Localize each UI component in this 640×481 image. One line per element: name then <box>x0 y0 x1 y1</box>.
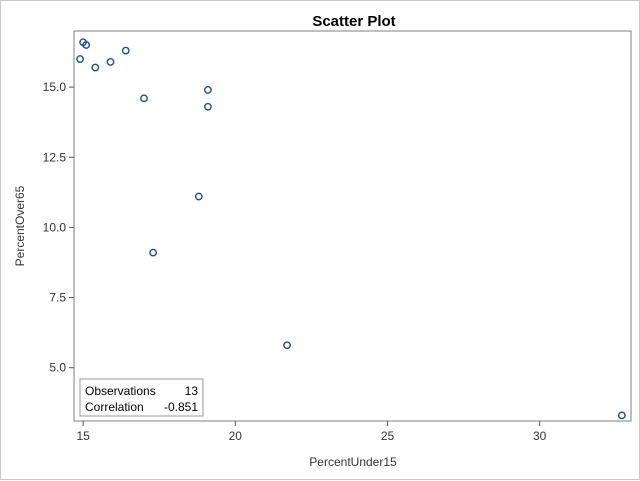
data-point <box>82 41 91 49</box>
data-point <box>76 55 84 63</box>
x-axis-ticks: 15 20 25 30 <box>76 421 547 443</box>
stat-observations-value: 13 <box>185 384 199 398</box>
y-tick-label: 10.0 <box>43 220 67 234</box>
y-axis-ticks: 5.0 7.5 10.0 12.5 15.0 <box>43 80 74 375</box>
y-tick-label: 12.5 <box>43 150 67 164</box>
data-point <box>194 192 203 201</box>
x-axis-label: PercentUnder15 <box>309 455 397 469</box>
stat-correlation-value: -0.851 <box>164 400 198 414</box>
x-tick-label: 20 <box>229 429 243 443</box>
chart-title: Scatter Plot <box>312 13 395 30</box>
plot-area <box>73 30 632 422</box>
data-point <box>204 86 212 94</box>
stat-observations-label: Observations <box>85 384 156 398</box>
stat-correlation-label: Correlation <box>85 400 144 414</box>
y-tick-label: 5.0 <box>49 361 66 375</box>
x-tick-label: 30 <box>533 429 547 443</box>
data-point <box>140 94 148 103</box>
y-tick-label: 7.5 <box>49 291 66 305</box>
data-point <box>91 63 100 72</box>
y-tick-label: 15.0 <box>43 80 67 94</box>
x-tick-label: 25 <box>381 429 395 443</box>
data-point <box>106 57 115 66</box>
data-point <box>617 411 626 420</box>
statistics-inset: Observations 13 Correlation -0.851 <box>79 378 204 417</box>
y-axis-label: PercentOver65 <box>13 185 27 266</box>
data-point <box>283 341 291 350</box>
x-tick-label: 15 <box>76 429 90 443</box>
data-points <box>76 38 626 420</box>
data-point <box>149 248 158 257</box>
statistics-inset-border <box>79 378 204 417</box>
data-point <box>204 102 212 111</box>
data-point <box>121 46 130 55</box>
